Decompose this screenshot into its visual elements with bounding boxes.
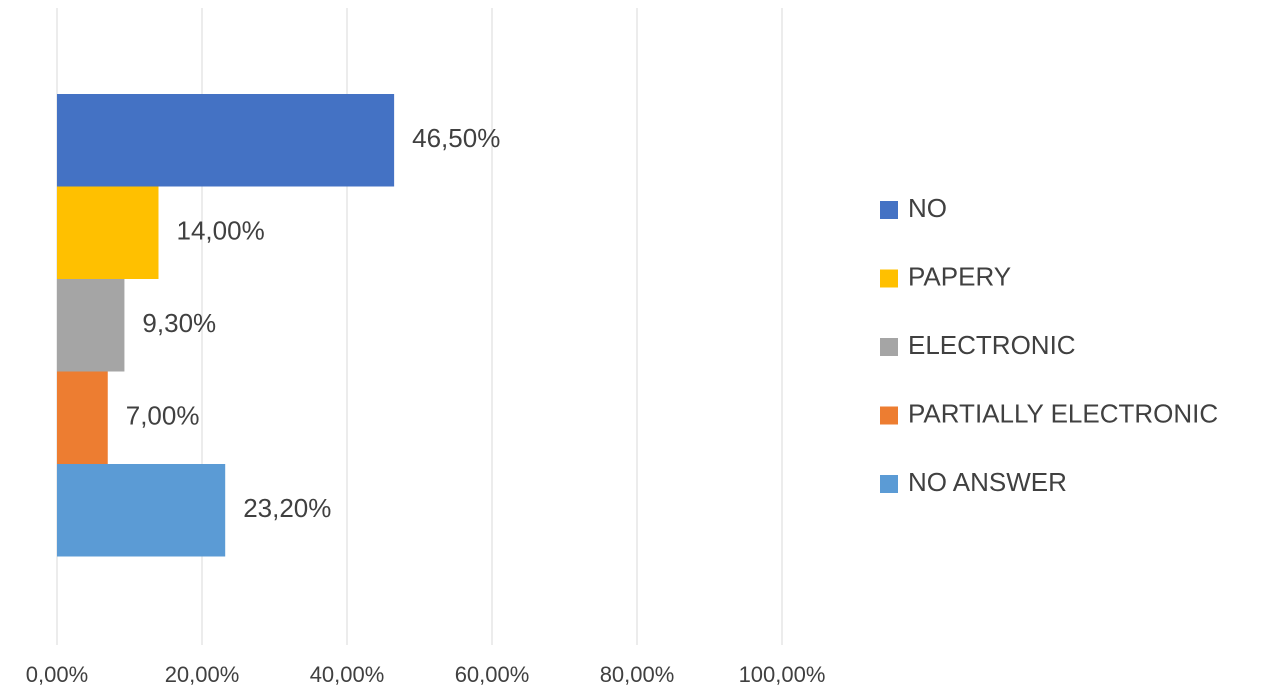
legend-label: PAPERY [908, 261, 1011, 291]
bar [57, 186, 159, 279]
data-label: 9,30% [142, 308, 216, 338]
legend-swatch [880, 406, 898, 425]
x-tick-label: 100,00% [739, 662, 826, 687]
data-label: 46,50% [412, 123, 500, 153]
x-tick-label: 20,00% [165, 662, 240, 687]
x-tick-label: 40,00% [310, 662, 385, 687]
legend-label: PARTIALLY ELECTRONIC [908, 398, 1218, 428]
bar [57, 464, 226, 557]
legend-swatch [880, 475, 898, 493]
bars [57, 94, 395, 557]
legend-label: NO [908, 193, 947, 223]
bar [57, 94, 395, 187]
x-tick-label: 0,00% [26, 662, 88, 687]
legend: NO PAPERY ELECTRONIC PARTIALLY ELECTRONIC NO… [880, 193, 1218, 497]
legend-swatch [880, 201, 898, 219]
bar [57, 371, 108, 464]
data-label: 14,00% [177, 216, 265, 246]
legend-swatch [880, 338, 898, 356]
x-tick-label: 60,00% [455, 662, 530, 687]
x-axis-ticks: 0,00% 20,00% 40,00% 60,00% 80,00% 100,00% [26, 662, 826, 687]
x-tick-label: 80,00% [600, 662, 675, 687]
legend-label: ELECTRONIC [908, 330, 1076, 360]
legend-label: NO ANSWER [908, 467, 1067, 497]
data-label: 7,00% [126, 401, 200, 431]
data-labels: 46,50% 14,00% 9,30% 7,00% 23,20% [126, 123, 501, 523]
bar [57, 279, 125, 372]
legend-swatch [880, 269, 898, 288]
data-label: 23,20% [243, 493, 331, 523]
